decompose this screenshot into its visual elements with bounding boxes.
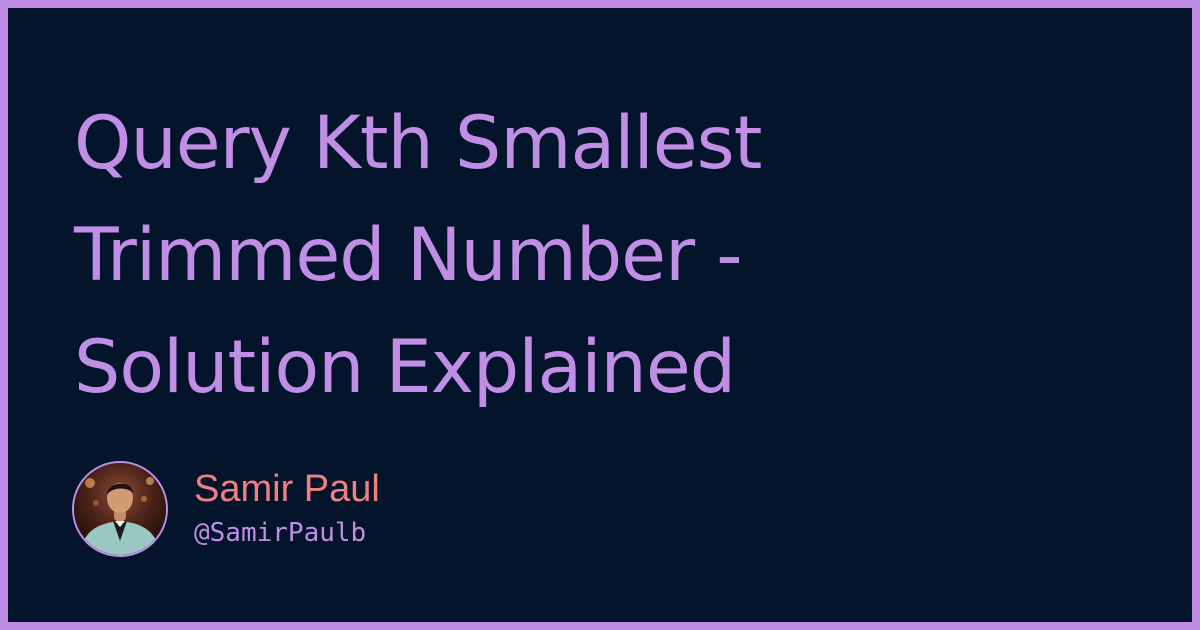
social-card: Query Kth Smallest Trimmed Number - Solu… bbox=[8, 8, 1192, 622]
author-avatar bbox=[72, 461, 168, 557]
author-info: Samir Paul @SamirPaulb bbox=[194, 467, 380, 551]
title-line-3: Solution Explained bbox=[74, 325, 736, 410]
person-photo-avatar-icon bbox=[74, 463, 166, 555]
author-handle[interactable]: @SamirPaulb bbox=[194, 518, 367, 548]
title-line-2: Trimmed Number - bbox=[74, 213, 743, 298]
author-name[interactable]: Samir Paul bbox=[194, 468, 380, 510]
author-block: Samir Paul @SamirPaulb bbox=[72, 459, 380, 559]
article-title: Query Kth Smallest Trimmed Number - Solu… bbox=[74, 88, 974, 424]
title-line-1: Query Kth Smallest bbox=[74, 101, 762, 186]
